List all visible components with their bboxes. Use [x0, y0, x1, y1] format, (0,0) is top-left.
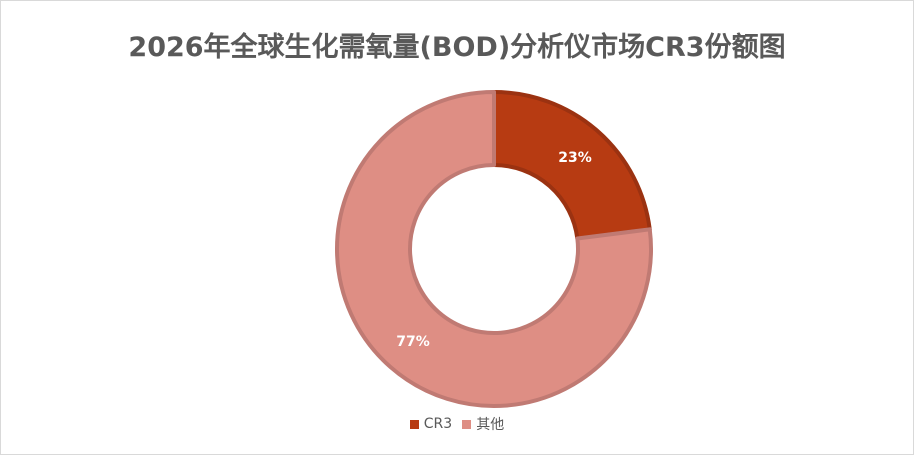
legend-swatch-cr3	[409, 419, 419, 429]
legend-label-other: 其他	[476, 417, 505, 433]
data-label-other: 77%	[396, 334, 430, 350]
slice-other	[335, 90, 653, 408]
legend: CR3 其他	[1, 414, 913, 434]
data-label-cr3: 23%	[558, 150, 592, 166]
slice-cr3	[492, 90, 652, 241]
legend-item-other: 其他	[462, 414, 504, 434]
chart-title: 2026年全球生化需氧量(BOD)分析仪市场CR3份额图	[128, 32, 786, 63]
legend-label-cr3: CR3	[423, 416, 453, 432]
legend-swatch-other	[462, 419, 472, 429]
legend-item-cr3: CR3	[409, 416, 453, 432]
